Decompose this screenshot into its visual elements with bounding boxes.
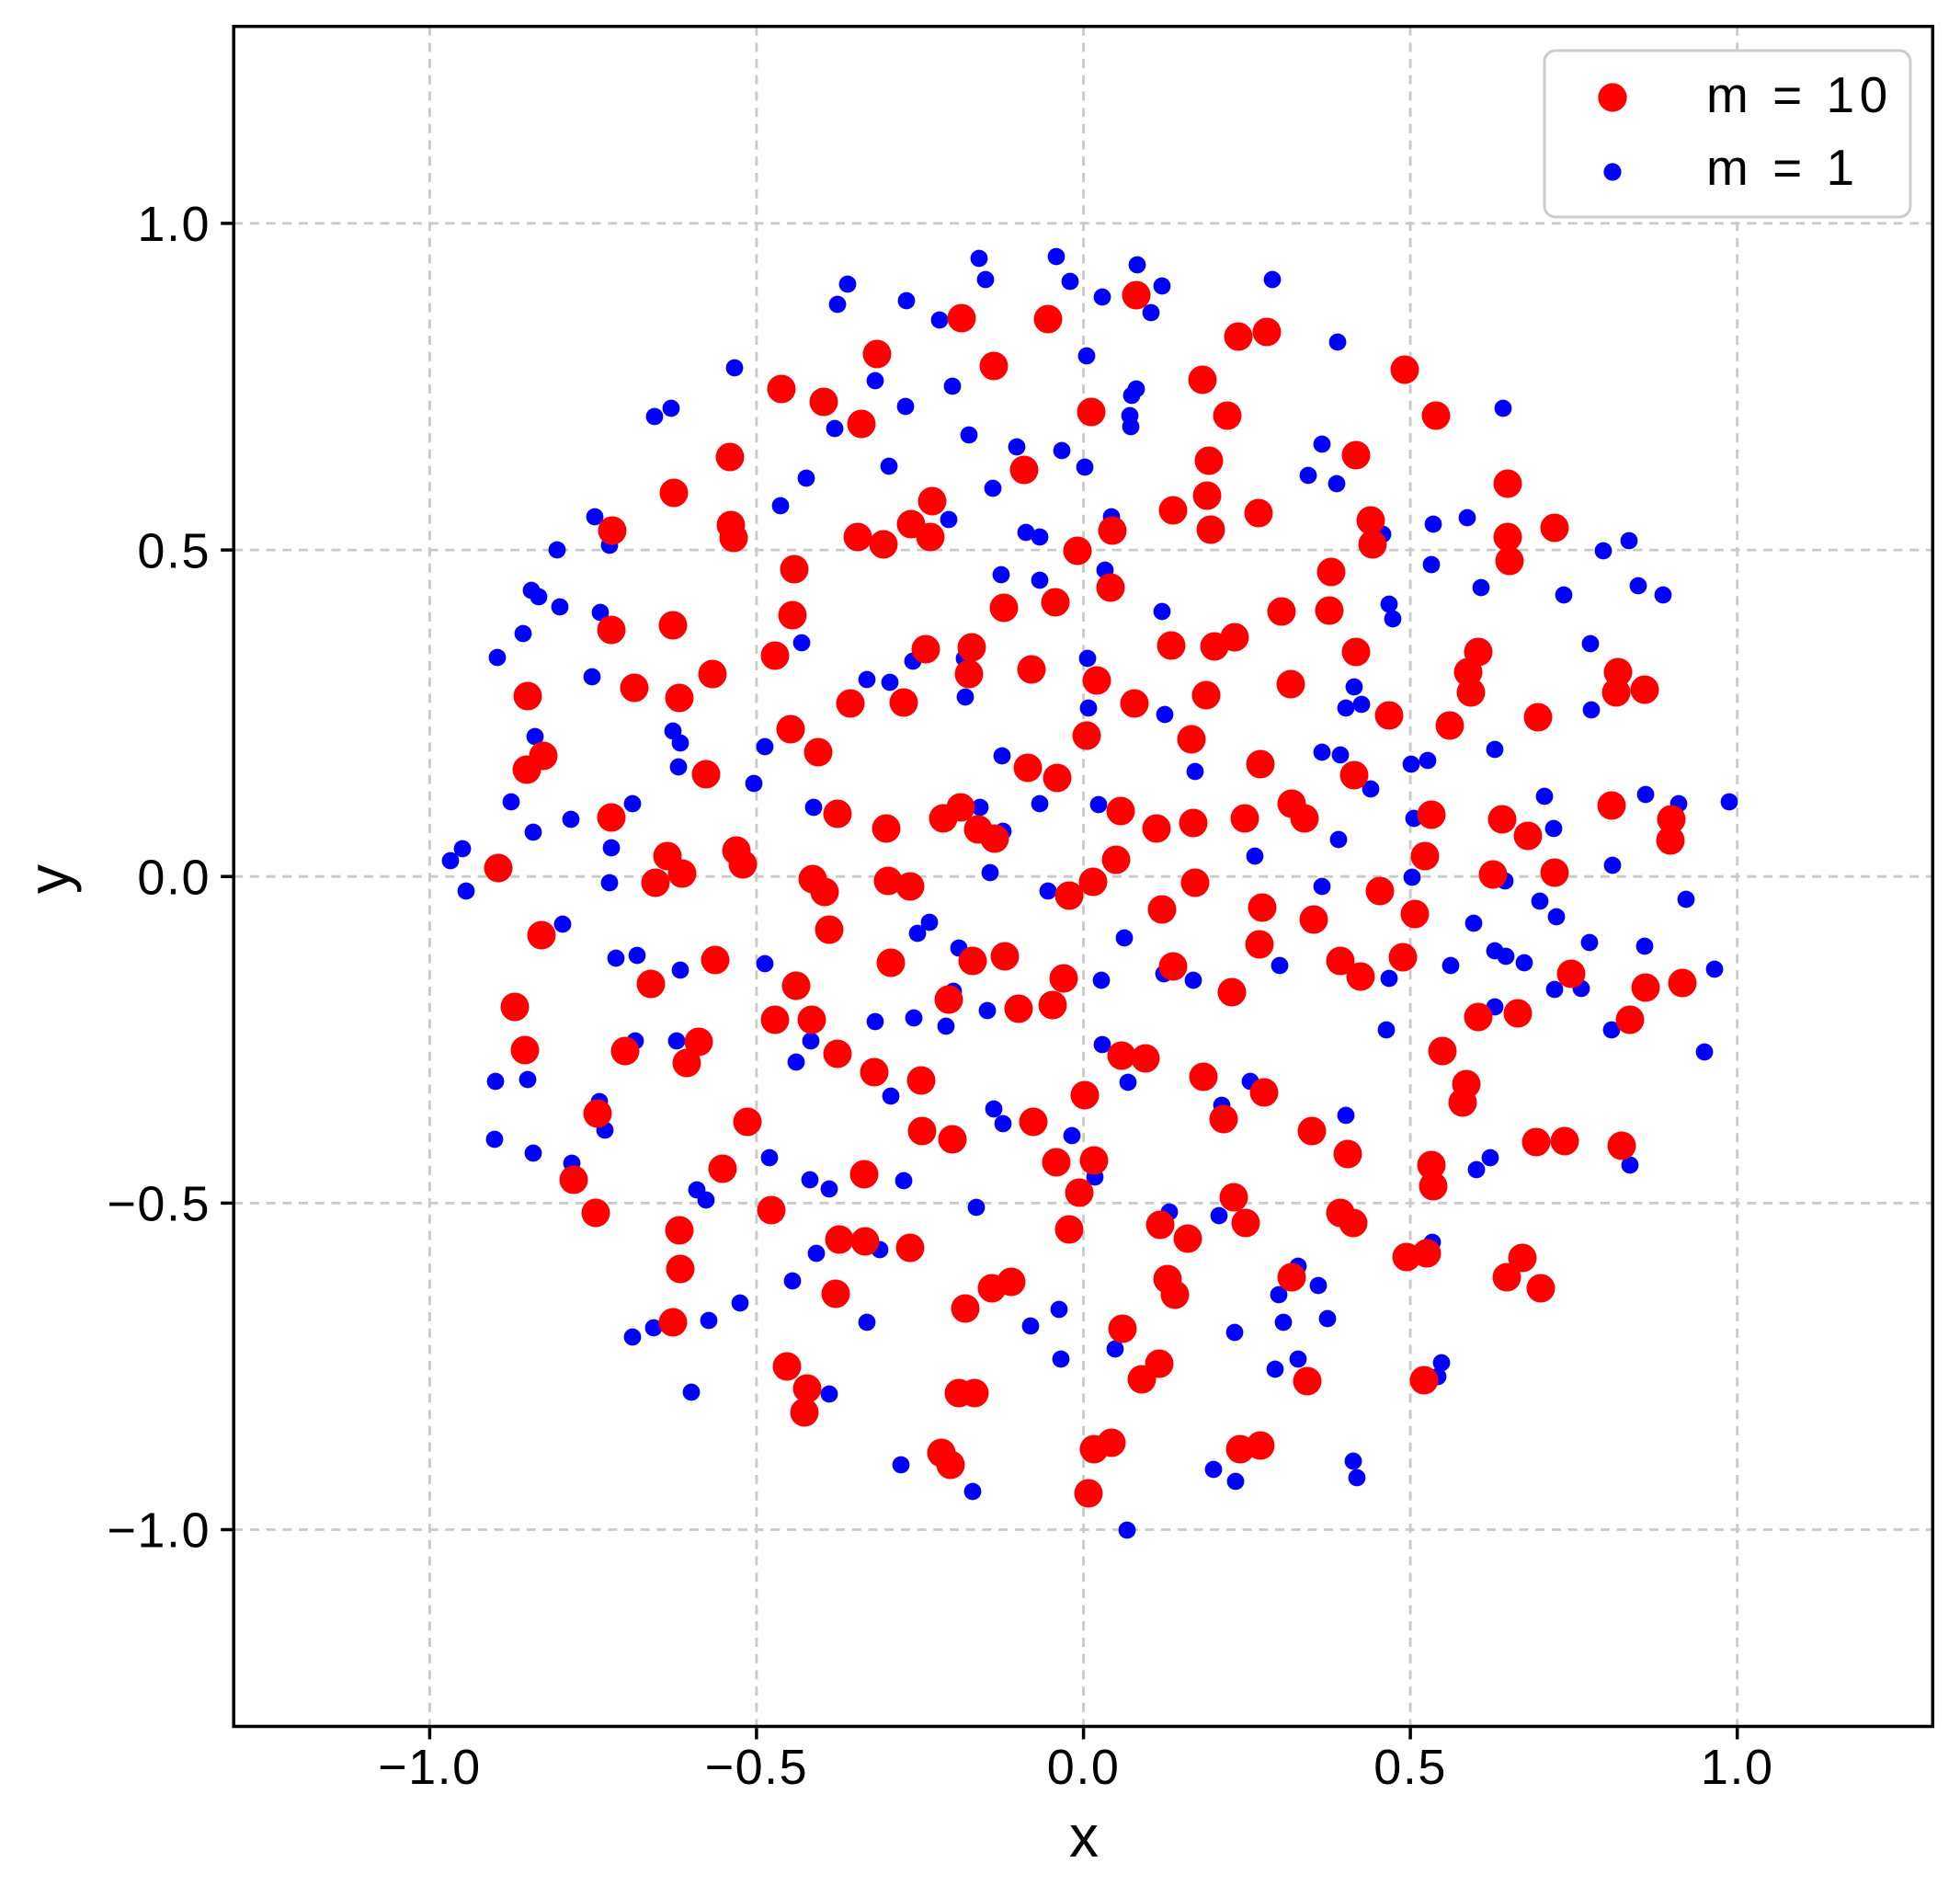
svg-text:−0.5: −0.5	[705, 1740, 809, 1795]
svg-text:1.0: 1.0	[1701, 1740, 1774, 1795]
svg-text:0.5: 0.5	[1373, 1740, 1447, 1795]
svg-text:1.0: 1.0	[137, 197, 211, 252]
svg-text:−1.0: −1.0	[378, 1740, 482, 1795]
svg-text:−0.5: −0.5	[107, 1177, 211, 1232]
svg-text:m = 1: m = 1	[1706, 139, 1860, 196]
svg-text:0.5: 0.5	[137, 523, 211, 578]
svg-text:0.0: 0.0	[1047, 1740, 1121, 1795]
svg-text:x: x	[1069, 1803, 1099, 1869]
svg-text:0.0: 0.0	[137, 850, 211, 905]
svg-text:m = 10: m = 10	[1706, 66, 1893, 123]
svg-text:y: y	[16, 864, 82, 894]
svg-text:−1.0: −1.0	[107, 1503, 211, 1559]
